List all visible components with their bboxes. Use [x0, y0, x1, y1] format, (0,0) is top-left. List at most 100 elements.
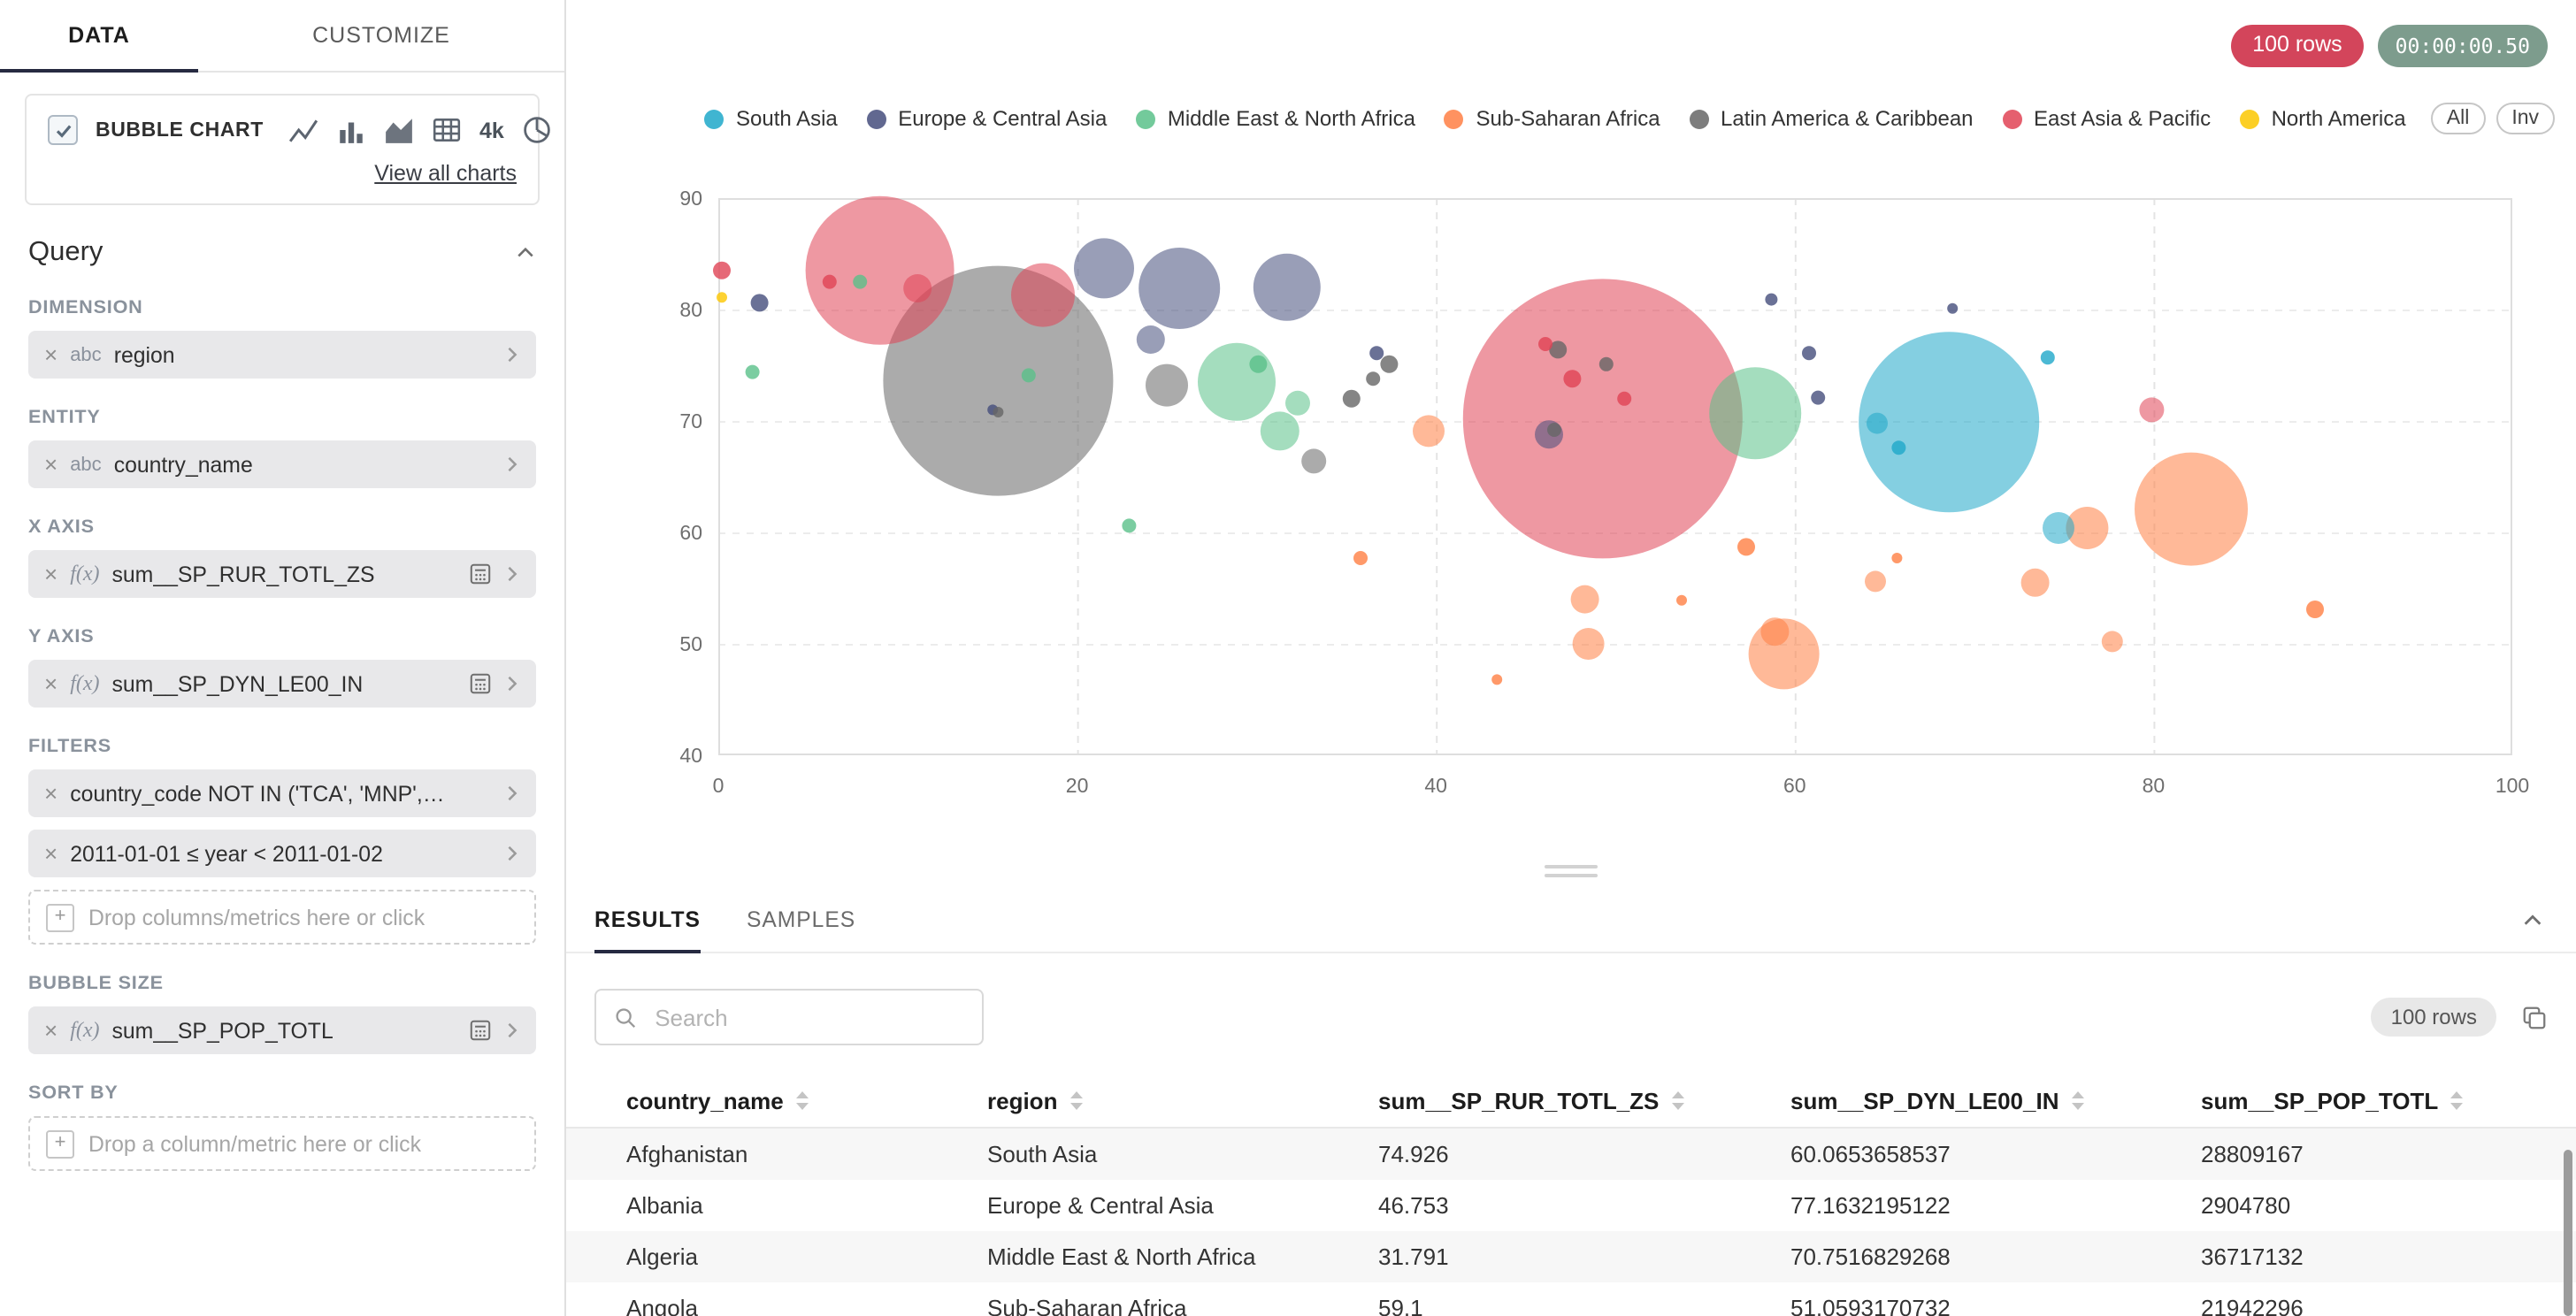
viz-checkbox[interactable] [48, 115, 78, 145]
search-box[interactable] [594, 989, 984, 1045]
control-section-x-axis: X AXIS × f(x) sum__SP_RUR_TOTL_ZS [28, 516, 536, 598]
query-sections: DIMENSION × abc region ENTITY × abc country_nam… [0, 297, 564, 1171]
remove-icon[interactable]: × [44, 561, 58, 587]
metric-type-icon: f(x) [70, 561, 100, 585]
chevron-right-icon[interactable] [504, 785, 520, 801]
control-pill-sum-sp-dyn-le00-in[interactable]: × f(x) sum__SP_DYN_LE00_IN [28, 660, 536, 708]
control-pill-2011-01-01-year-2011-01-02[interactable]: × 2011-01-01 ≤ year < 2011-01-02 [28, 830, 536, 877]
bubble-middle-east-north-africa [1198, 342, 1276, 421]
remove-icon[interactable]: × [44, 840, 58, 867]
legend-dot [2002, 109, 2021, 128]
legend-all-button[interactable]: All [2430, 103, 2486, 134]
search-icon [616, 1007, 636, 1027]
panel-resize-handle[interactable] [1534, 860, 1608, 883]
legend-item-middle-east-north-africa[interactable]: Middle East & North Africa [1135, 106, 1415, 131]
bubble-latin-america-caribbean [1549, 340, 1568, 359]
check-icon [55, 124, 71, 137]
chart-area: 100 rows 00:00:00.50 South Asia Europe & … [566, 0, 2576, 1316]
drop-zone[interactable]: + Drop columns/metrics here or click [28, 890, 536, 945]
legend-dot [1135, 109, 1155, 128]
chevron-right-icon[interactable] [504, 1022, 520, 1038]
bubble-latin-america-caribbean [1301, 448, 1327, 474]
results-scrollbar[interactable] [2564, 1150, 2572, 1316]
sort-icon[interactable] [2450, 1090, 2464, 1110]
control-pill-country-code-not-in-tca-mnp[interactable]: × country_code NOT IN ('TCA', 'MNP',… [28, 769, 536, 817]
bubble-europe-central-asia [1136, 325, 1165, 354]
table-cell: 31.791 [1378, 1243, 1449, 1270]
tab-data[interactable]: DATA [0, 0, 198, 73]
tab-results[interactable]: RESULTS [594, 888, 701, 953]
column-header-sum-sp-pop-totl[interactable]: sum__SP_POP_TOTL [2201, 1087, 2548, 1113]
legend-label: Sub-Saharan Africa [1476, 106, 1660, 131]
bubble-middle-east-north-africa [1260, 411, 1300, 451]
bar-chart-icon[interactable] [336, 115, 366, 145]
control-section-filters: FILTERS × country_code NOT IN ('TCA', 'MNP… [28, 736, 536, 945]
pie-chart-icon[interactable] [522, 115, 552, 145]
chevron-right-icon[interactable] [504, 845, 520, 861]
calculator-icon [469, 672, 492, 695]
control-pill-sum-sp-pop-totl[interactable]: × f(x) sum__SP_POP_TOTL [28, 1006, 536, 1054]
tab-customize[interactable]: CUSTOMIZE [198, 0, 564, 71]
query-header: Query [28, 237, 536, 269]
collapse-results-icon[interactable] [2521, 908, 2544, 931]
drop-zone[interactable]: + Drop a column/metric here or click [28, 1116, 536, 1171]
y-axis-tick-label: 90 [679, 187, 702, 210]
legend-item-south-asia[interactable]: South Asia [704, 106, 838, 131]
bubble-europe-central-asia [750, 294, 769, 312]
view-all-charts-link[interactable]: View all charts [374, 161, 517, 186]
column-header-sum-sp-rur-totl-zs[interactable]: sum__SP_RUR_TOTL_ZS [1378, 1087, 1790, 1113]
legend-label: South Asia [736, 106, 838, 131]
bubble-latin-america-caribbean [1380, 355, 1399, 373]
legend-item-latin-america-caribbean[interactable]: Latin America & Caribbean [1689, 106, 1974, 131]
legend-label: North America [2271, 106, 2406, 131]
remove-icon[interactable]: × [44, 780, 58, 807]
results-table: country_name region sum__SP_RUR_TOTL_ZS sum… [566, 1074, 2576, 1316]
search-input[interactable] [651, 1002, 964, 1032]
chart-status-badges: 100 rows 00:00:00.50 [2231, 25, 2548, 67]
tab-samples[interactable]: SAMPLES [747, 888, 855, 952]
table-cell: Sub-Saharan Africa [987, 1295, 1187, 1316]
chevron-right-icon[interactable] [504, 347, 520, 363]
remove-icon[interactable]: × [44, 341, 58, 368]
column-header-sum-sp-dyn-le00-in[interactable]: sum__SP_DYN_LE00_IN [1790, 1087, 2201, 1113]
legend-item-sub-saharan-africa[interactable]: Sub-Saharan Africa [1444, 106, 1660, 131]
chevron-right-icon[interactable] [504, 456, 520, 472]
bubble-south-asia [2040, 350, 2055, 365]
table-cell: 21942296 [2201, 1295, 2304, 1316]
bubble-chart: 0 20 40 60 80 100 40 50 60 70 80 90 [679, 187, 2529, 797]
sort-icon[interactable] [1671, 1090, 1684, 1110]
legend-item-east-asia-pacific[interactable]: East Asia & Pacific [2002, 106, 2211, 131]
sort-icon[interactable] [795, 1090, 809, 1110]
remove-icon[interactable]: × [44, 670, 58, 697]
chart-4k-label[interactable]: 4k [479, 118, 504, 142]
remove-icon[interactable]: × [44, 451, 58, 478]
legend-inv-button[interactable]: Inv [2496, 103, 2555, 134]
column-header-label: region [987, 1087, 1058, 1113]
sort-icon[interactable] [2071, 1090, 2084, 1110]
control-pill-region[interactable]: × abc region [28, 331, 536, 379]
sort-icon[interactable] [1070, 1090, 1083, 1110]
control-value: country_name [113, 452, 253, 477]
legend-item-north-america[interactable]: North America [2239, 106, 2406, 131]
column-header-country-name[interactable]: country_name [594, 1087, 987, 1113]
column-header-region[interactable]: region [987, 1087, 1378, 1113]
control-pill-sum-sp-rur-totl-zs[interactable]: × f(x) sum__SP_RUR_TOTL_ZS [28, 550, 536, 598]
bubble-middle-east-north-africa [1122, 518, 1137, 533]
copy-icon[interactable] [2521, 1004, 2548, 1030]
table-chart-icon[interactable] [432, 115, 462, 145]
bubble-east-asia-pacific [713, 261, 731, 279]
control-pill-country-name[interactable]: × abc country_name [28, 440, 536, 488]
control-section-label: FILTERS [28, 736, 111, 757]
chevron-right-icon[interactable] [504, 566, 520, 582]
bubble-latin-america-caribbean [1146, 363, 1188, 407]
chevron-right-icon[interactable] [504, 676, 520, 692]
column-type-icon: abc [70, 344, 102, 365]
line-chart-icon[interactable] [288, 115, 318, 145]
legend-item-europe-central-asia[interactable]: Europe & Central Asia [866, 106, 1107, 131]
remove-icon[interactable]: × [44, 1017, 58, 1044]
area-chart-icon[interactable] [384, 115, 414, 145]
bubble-latin-america-caribbean [993, 407, 1004, 417]
table-cell: 46.753 [1378, 1192, 1449, 1219]
collapse-query-icon[interactable] [515, 242, 536, 264]
